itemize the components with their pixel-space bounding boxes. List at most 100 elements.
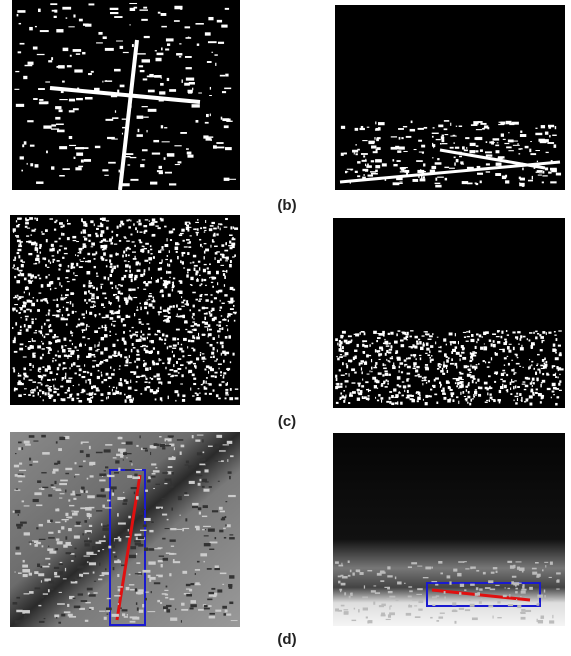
speckle (18, 447, 21, 451)
speckle (116, 264, 119, 268)
speckle (161, 593, 167, 595)
speckle (224, 352, 227, 356)
speckle (41, 233, 45, 235)
speckle (202, 380, 205, 384)
speckle (188, 480, 195, 484)
speckle (92, 396, 94, 398)
speckle (203, 356, 206, 360)
speckle (370, 172, 378, 175)
speckle (483, 126, 487, 129)
speckle (96, 348, 100, 350)
speckle (195, 231, 199, 234)
speckle (144, 219, 149, 221)
speckle (102, 548, 105, 551)
speckle (518, 148, 521, 150)
speckle (209, 314, 212, 317)
speckle (485, 361, 487, 364)
speckle (424, 377, 426, 381)
speckle (535, 132, 543, 136)
speckle (482, 127, 485, 130)
speckle (191, 316, 194, 319)
speckle (524, 401, 527, 403)
speckle (128, 294, 130, 298)
speckle (474, 368, 476, 371)
speckle (32, 381, 37, 383)
speckle (359, 572, 364, 575)
speckle (367, 354, 372, 357)
speckle (454, 362, 458, 366)
speckle (502, 380, 506, 383)
speckle (425, 566, 432, 570)
speckle (413, 356, 416, 358)
speckle (103, 449, 111, 453)
speckle (93, 356, 96, 358)
speckle (201, 278, 204, 282)
speckle (376, 387, 379, 389)
speckle (203, 263, 207, 266)
speckle (195, 221, 199, 224)
speckle (222, 583, 225, 585)
speckle (214, 537, 217, 540)
speckle (432, 384, 436, 387)
speckle (14, 571, 16, 573)
speckle (63, 297, 66, 300)
speckle (559, 380, 562, 383)
speckle (203, 605, 208, 608)
speckle (61, 294, 63, 297)
speckle (131, 343, 134, 346)
speckle (100, 488, 105, 492)
speckle (54, 240, 58, 243)
speckle (119, 45, 124, 49)
speckle (451, 358, 453, 362)
speckle (125, 441, 133, 445)
speckle (91, 385, 94, 390)
speckle (172, 337, 177, 341)
speckle (108, 545, 112, 549)
speckle (109, 273, 113, 278)
speckle (55, 538, 60, 541)
speckle (109, 238, 113, 242)
speckle (46, 150, 48, 154)
speckle (168, 457, 176, 461)
speckle (138, 269, 141, 271)
speckle (202, 451, 205, 454)
speckle (466, 335, 470, 338)
speckle (58, 308, 61, 311)
speckle (61, 88, 70, 90)
speckle (84, 530, 92, 534)
speckle (542, 569, 544, 572)
speckle (136, 334, 138, 337)
speckle (57, 530, 61, 534)
speckle (71, 397, 75, 402)
speckle (471, 379, 474, 384)
speckle (224, 294, 228, 297)
speckle (183, 246, 188, 248)
speckle (60, 285, 63, 288)
speckle (214, 360, 217, 362)
speckle (390, 345, 393, 348)
speckle (187, 330, 192, 333)
speckle (202, 360, 205, 363)
speckle (214, 276, 217, 280)
speckle (203, 560, 205, 563)
speckle (82, 51, 86, 55)
speckle (108, 300, 110, 304)
speckle (122, 254, 124, 258)
speckle (73, 535, 80, 539)
speckle (65, 323, 68, 326)
speckle (378, 394, 381, 397)
speckle (171, 284, 175, 288)
speckle (215, 62, 217, 66)
speckle (102, 169, 109, 172)
speckle (60, 317, 65, 321)
speckle (57, 350, 59, 353)
speckle (102, 257, 105, 261)
speckle (554, 352, 557, 354)
speckle (181, 79, 183, 83)
speckle (92, 286, 96, 289)
speckle (176, 361, 178, 364)
speckle (49, 248, 54, 252)
speckle (335, 338, 338, 342)
speckle (120, 455, 124, 458)
speckle (219, 227, 221, 231)
